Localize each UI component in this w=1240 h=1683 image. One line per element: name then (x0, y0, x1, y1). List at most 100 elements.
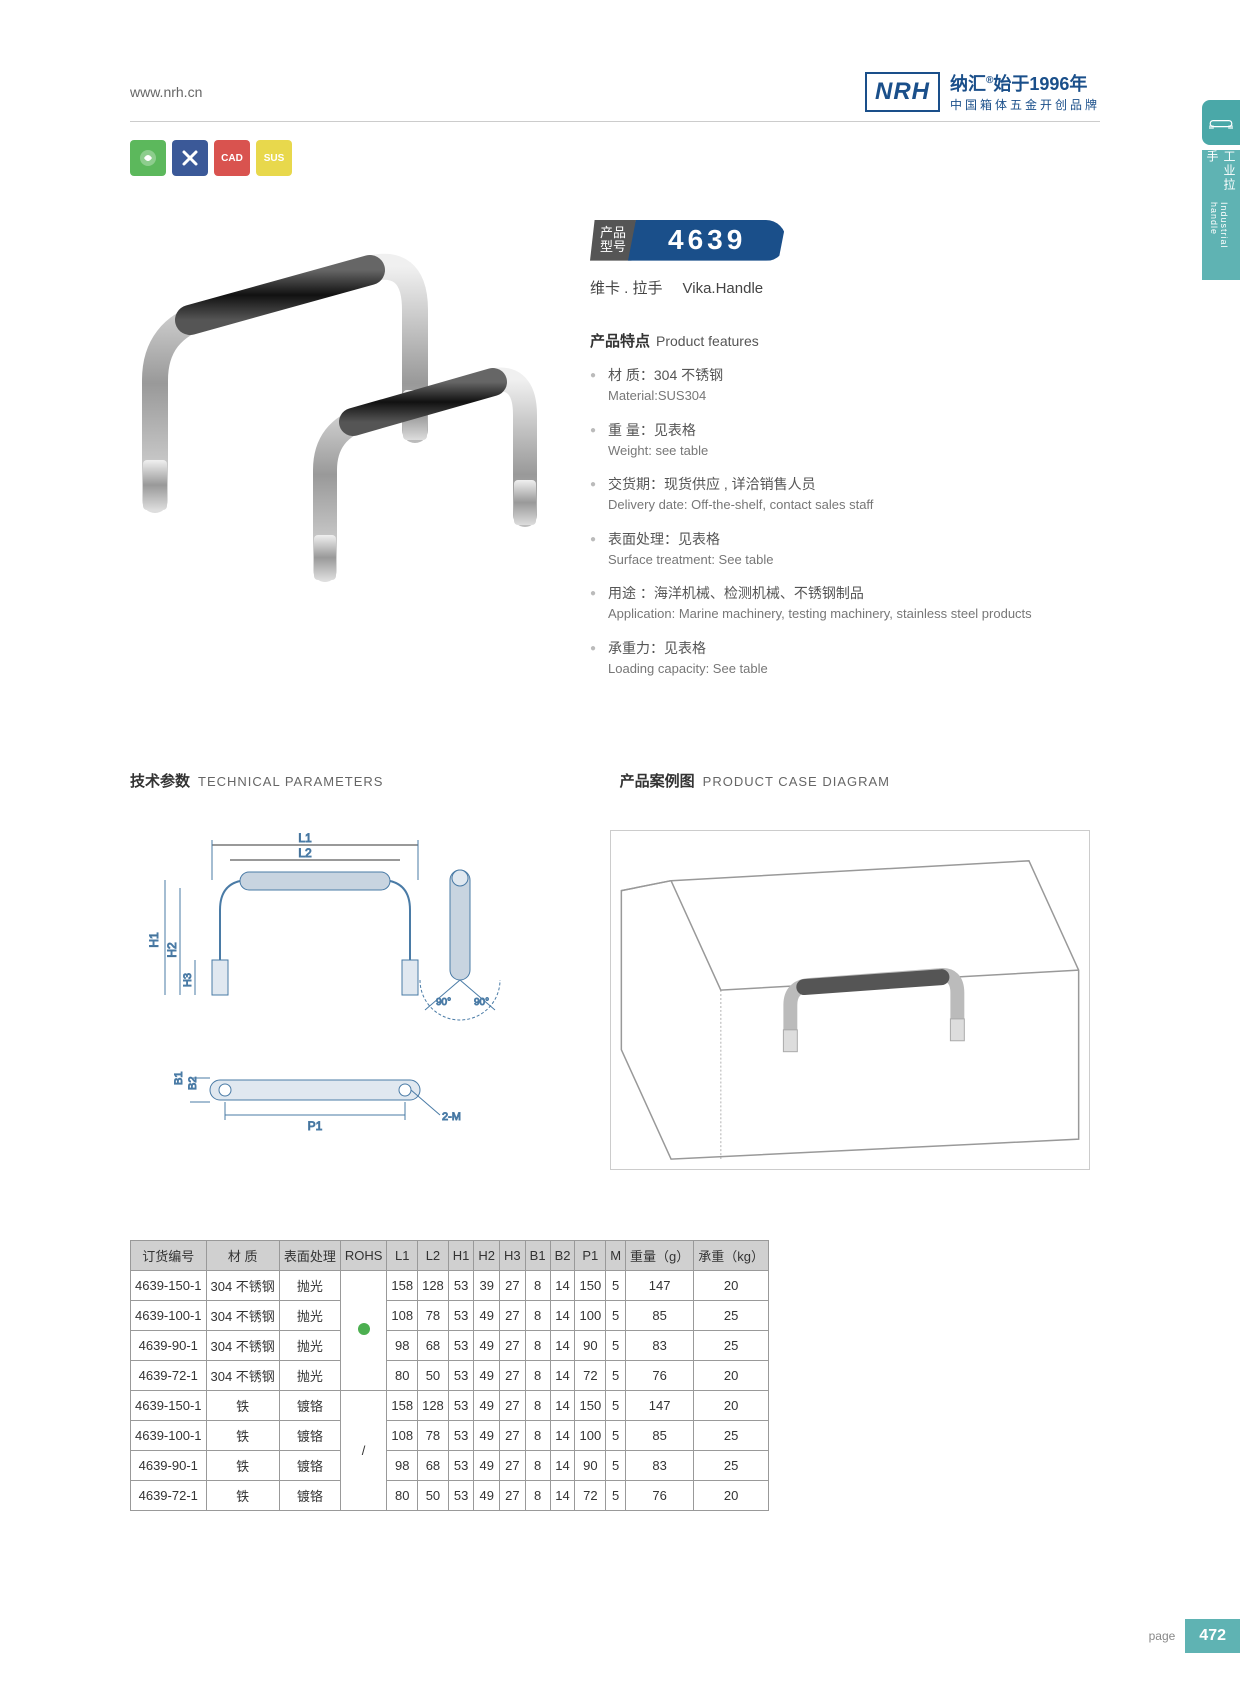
table-cell: 25 (694, 1301, 769, 1331)
features-section: 产品特点Product features 材 质：304 不锈钢Material… (590, 330, 1170, 692)
table-cell: 83 (626, 1331, 694, 1361)
feature-item: 重 量：见表格Weight: see table (590, 420, 1170, 461)
table-cell: 4639-90-1 (131, 1451, 207, 1481)
table-cell: 98 (387, 1451, 418, 1481)
page-number: 472 (1185, 1619, 1240, 1653)
table-cell: 49 (474, 1391, 500, 1421)
svg-text:L2: L2 (298, 846, 312, 860)
parameters-table: 订货编号材 质表面处理ROHSL1L2H1H2H3B1B2P1M重量（g）承重（… (130, 1240, 769, 1511)
table-cell: 68 (418, 1331, 449, 1361)
table-cell: 4639-150-1 (131, 1271, 207, 1301)
table-cell: 14 (550, 1481, 575, 1511)
table-header-cell: H3 (500, 1241, 526, 1271)
table-header-cell: 表面处理 (279, 1241, 340, 1271)
table-cell: 镀铬 (279, 1481, 340, 1511)
side-category-tab: 工业拉手Industrial handle (1202, 150, 1240, 280)
table-cell: 27 (500, 1451, 526, 1481)
svg-text:B2: B2 (187, 1077, 199, 1090)
table-cell: 铁 (206, 1451, 279, 1481)
table-cell: 20 (694, 1361, 769, 1391)
table-cell: 72 (575, 1481, 606, 1511)
table-header-cell: 重量（g） (626, 1241, 694, 1271)
table-cell: 80 (387, 1481, 418, 1511)
table-cell: 4639-72-1 (131, 1361, 207, 1391)
table-cell: 27 (500, 1331, 526, 1361)
table-cell: 8 (525, 1421, 550, 1451)
table-cell: 53 (448, 1391, 474, 1421)
table-cell: 25 (694, 1451, 769, 1481)
table-row: 4639-90-1铁镀铬98685349278149058325 (131, 1451, 769, 1481)
table-cell: 铁 (206, 1391, 279, 1421)
product-photo (115, 250, 545, 610)
svg-text:L1: L1 (298, 831, 312, 845)
table-cell: 78 (418, 1421, 449, 1451)
table-cell: 147 (626, 1271, 694, 1301)
table-cell: 抛光 (279, 1301, 340, 1331)
model-number: 4639 (628, 220, 786, 261)
logo-text: 纳汇®始于1996年 中国箱体五金开创品牌 (950, 70, 1100, 113)
table-cell: 49 (474, 1481, 500, 1511)
page-label: page (1149, 1629, 1176, 1643)
table-cell: 4639-150-1 (131, 1391, 207, 1421)
table-cell: 150 (575, 1271, 606, 1301)
table-cell: 50 (418, 1361, 449, 1391)
table-cell: 25 (694, 1421, 769, 1451)
table-cell: 304 不锈钢 (206, 1331, 279, 1361)
table-row: 4639-72-1304 不锈钢抛光80505349278147257620 (131, 1361, 769, 1391)
table-header-cell: ROHS (340, 1241, 387, 1271)
case-diagram-title: 产品案例图PRODUCT CASE DIAGRAM (620, 770, 890, 791)
table-cell: 8 (525, 1271, 550, 1301)
table-cell: 镀铬 (279, 1391, 340, 1421)
table-cell: 158 (387, 1271, 418, 1301)
table-cell: 27 (500, 1391, 526, 1421)
table-cell: 98 (387, 1331, 418, 1361)
sus-icon: SUS (256, 140, 292, 176)
table-cell: 83 (626, 1451, 694, 1481)
table-header-cell: 材 质 (206, 1241, 279, 1271)
table-cell: 304 不锈钢 (206, 1301, 279, 1331)
table-cell: 100 (575, 1421, 606, 1451)
table-cell: 53 (448, 1451, 474, 1481)
table-cell: 76 (626, 1481, 694, 1511)
table-cell: 304 不锈钢 (206, 1271, 279, 1301)
table-cell: 14 (550, 1421, 575, 1451)
table-cell: 铁 (206, 1481, 279, 1511)
table-header-cell: M (606, 1241, 626, 1271)
table-cell: 128 (418, 1391, 449, 1421)
table-cell: 抛光 (279, 1331, 340, 1361)
table-cell: 72 (575, 1361, 606, 1391)
table-cell: 90 (575, 1451, 606, 1481)
table-cell: 53 (448, 1271, 474, 1301)
table-cell: 25 (694, 1331, 769, 1361)
table-cell: 铁 (206, 1421, 279, 1451)
table-cell: 50 (418, 1481, 449, 1511)
rohs-dot-icon (358, 1323, 370, 1335)
table-cell: 5 (606, 1301, 626, 1331)
table-cell: 4639-72-1 (131, 1481, 207, 1511)
table-cell: 14 (550, 1361, 575, 1391)
model-badge: 产品型号 4639 (590, 220, 786, 261)
technical-drawing: L1 L2 H1 H2 H3 90° 90° B1 B2 P1 2-M (130, 830, 540, 1170)
logo-year: 纳汇®始于1996年 (950, 70, 1100, 96)
table-row: 4639-90-1304 不锈钢抛光98685349278149058325 (131, 1331, 769, 1361)
table-header-cell: L1 (387, 1241, 418, 1271)
table-cell: 158 (387, 1391, 418, 1421)
table-cell: 53 (448, 1301, 474, 1331)
nrh-logo: NRH (865, 72, 940, 112)
table-cell: 27 (500, 1481, 526, 1511)
table-cell: 85 (626, 1301, 694, 1331)
table-cell: 39 (474, 1271, 500, 1301)
table-cell: 4639-90-1 (131, 1331, 207, 1361)
table-cell: 108 (387, 1421, 418, 1451)
table-row: 4639-150-1304 不锈钢抛光158128533927814150514… (131, 1271, 769, 1301)
table-cell: 5 (606, 1391, 626, 1421)
table-cell: 镀铬 (279, 1421, 340, 1451)
table-cell: 镀铬 (279, 1451, 340, 1481)
table-cell: 5 (606, 1421, 626, 1451)
table-cell: 150 (575, 1391, 606, 1421)
table-cell: 27 (500, 1421, 526, 1451)
svg-text:H1: H1 (147, 932, 161, 948)
table-cell: 78 (418, 1301, 449, 1331)
table-cell: 53 (448, 1481, 474, 1511)
page-footer: page 472 (1149, 1619, 1240, 1653)
